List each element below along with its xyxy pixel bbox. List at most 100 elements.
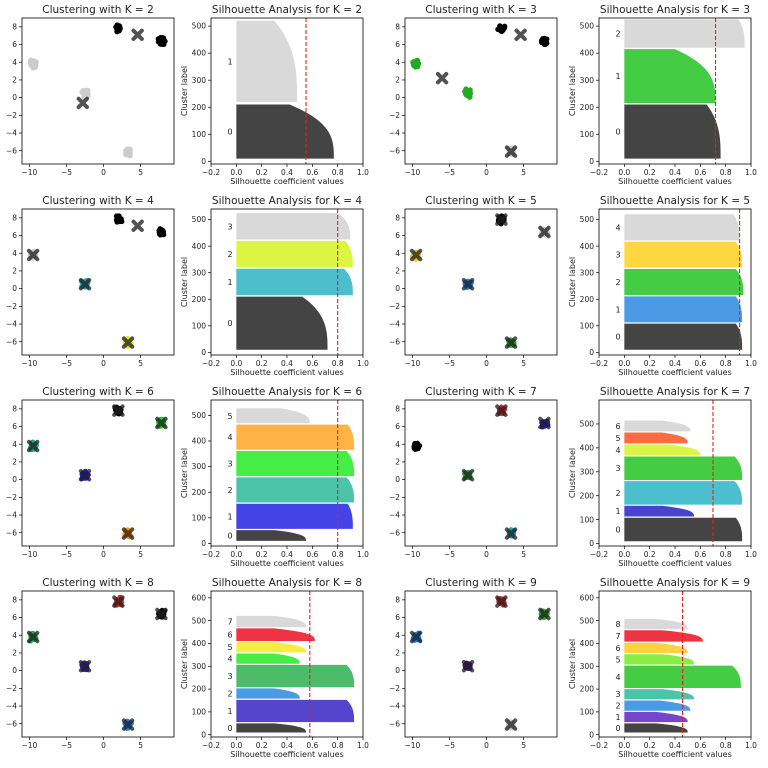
plot-area xyxy=(624,19,745,159)
silhouette-band xyxy=(624,420,691,432)
x-tick-label: −5 xyxy=(61,741,72,750)
y-tick-label: 4 xyxy=(395,440,400,449)
y-tick-label: 100 xyxy=(580,130,595,139)
silhouette-band xyxy=(624,214,740,241)
y-tick-label: 0 xyxy=(589,539,594,548)
silhouette-band xyxy=(236,104,334,159)
chart-title: Clustering with K = 7 xyxy=(425,386,537,398)
cluster-label: 2 xyxy=(227,250,232,259)
x-tick-label: 0.6 xyxy=(694,741,706,750)
x-tick-label: 0.2 xyxy=(256,359,268,368)
y-tick-label: 8 xyxy=(12,22,17,31)
silhouette-band xyxy=(236,424,355,450)
y-tick-label: −4 xyxy=(6,702,17,711)
cluster-label: 1 xyxy=(227,512,232,521)
x-tick-label: 0.4 xyxy=(669,168,681,177)
data-point xyxy=(82,89,88,95)
plot-area xyxy=(236,212,353,350)
data-point xyxy=(413,63,419,70)
chart-panel-13: Clustering with K = 8 −10 −5 0 5 −6 −4 −2 0 2 4 6 8 xyxy=(6,577,175,750)
cluster-center-marker xyxy=(121,718,135,731)
cluster-label: 1 xyxy=(227,57,232,66)
silhouette-band xyxy=(236,664,355,688)
data-point xyxy=(113,24,119,30)
x-tick-label: 0.8 xyxy=(332,741,344,750)
x-tick-label: 0 xyxy=(484,550,489,559)
silhouette-band xyxy=(236,688,300,699)
y-axis-label: Cluster label xyxy=(568,639,577,689)
y-tick-label: 8 xyxy=(12,213,17,222)
y-tick-label: 2 xyxy=(12,76,17,85)
silhouette-band xyxy=(624,432,688,444)
x-tick-label: 0.0 xyxy=(230,359,242,368)
plot-frame xyxy=(404,399,558,547)
x-tick-label: 5 xyxy=(138,168,143,177)
x-tick-label: 0.8 xyxy=(720,359,732,368)
cluster-blob xyxy=(156,226,167,238)
y-axis-label: Cluster label xyxy=(568,257,577,307)
x-tick-label: 0.0 xyxy=(230,550,242,559)
y-tick-label: 0 xyxy=(589,348,594,357)
y-tick-label: −4 xyxy=(389,702,400,711)
y-tick-label: 500 xyxy=(192,411,207,420)
cluster-blob xyxy=(411,440,423,452)
chart-title: Silhouette Analysis for K = 3 xyxy=(600,4,750,16)
cluster-label: 2 xyxy=(227,486,232,495)
y-tick-label: 200 xyxy=(580,295,595,304)
silhouette-band xyxy=(236,477,355,503)
x-tick-label: 5 xyxy=(521,741,526,750)
y-tick-label: 300 xyxy=(192,662,207,671)
y-tick-label: 0 xyxy=(589,730,594,739)
y-tick-label: 0 xyxy=(201,730,206,739)
silhouette-band xyxy=(236,212,351,240)
y-tick-label: −2 xyxy=(389,302,400,311)
cluster-center-marker xyxy=(78,278,92,291)
y-tick-label: 0 xyxy=(12,666,17,675)
silhouette-band xyxy=(624,505,694,517)
data-point xyxy=(539,37,545,43)
chart-panel-12: Silhouette Analysis for K = 7 0 1 2 3 4 5 6 Silh… xyxy=(568,386,757,568)
cluster-label: 2 xyxy=(615,702,620,711)
x-tick-label: −10 xyxy=(405,168,421,177)
cluster-label: 3 xyxy=(227,672,232,681)
silhouette-band xyxy=(624,700,691,711)
x-tick-label: −10 xyxy=(22,741,38,750)
y-tick-label: 6 xyxy=(395,231,400,240)
cluster-center-marker xyxy=(78,469,92,482)
chart-panel-10: Silhouette Analysis for K = 6 0 1 2 3 4 5 Silho… xyxy=(180,386,369,568)
cluster-center-marker xyxy=(26,248,40,262)
cluster-label: 6 xyxy=(227,631,232,640)
silhouette-band xyxy=(624,456,743,480)
cluster-label: 0 xyxy=(227,319,232,328)
y-tick-label: −6 xyxy=(389,146,400,155)
chart-title: Clustering with K = 3 xyxy=(425,4,537,16)
y-tick-label: 4 xyxy=(395,249,400,258)
y-tick-label: 200 xyxy=(580,491,595,500)
y-tick-label: 0 xyxy=(201,348,206,357)
y-axis-label: Cluster label xyxy=(180,448,189,498)
x-tick-label: 0.2 xyxy=(256,741,268,750)
y-tick-label: 8 xyxy=(12,404,17,413)
plot-area xyxy=(411,404,551,540)
plot-area xyxy=(624,618,741,733)
x-tick-label: 1.0 xyxy=(357,168,369,177)
x-axis-label: Silhouette coefficient values xyxy=(230,177,343,186)
y-tick-label: 200 xyxy=(192,685,207,694)
plot-area xyxy=(624,420,743,542)
x-tick-label: 0.6 xyxy=(694,168,706,177)
chart-title: Silhouette Analysis for K = 7 xyxy=(600,386,750,398)
y-tick-label: 0 xyxy=(12,284,17,293)
x-tick-label: 0.2 xyxy=(256,550,268,559)
x-tick-label: 0.6 xyxy=(306,550,318,559)
y-tick-label: 4 xyxy=(12,249,17,258)
chart-panel-4: Silhouette Analysis for K = 3 0 1 2 Silhouet… xyxy=(568,4,757,186)
y-tick-label: 4 xyxy=(12,58,17,67)
x-tick-label: −5 xyxy=(444,168,455,177)
cluster-center-marker xyxy=(504,527,518,540)
silhouette-band xyxy=(236,699,355,723)
silhouette-band xyxy=(236,503,353,529)
y-tick-label: 8 xyxy=(395,404,400,413)
silhouette-band xyxy=(236,240,353,268)
chart-panel-11: Clustering with K = 7 −10 −5 0 5 −6 −4 −2 0 2 4 6 8 xyxy=(389,386,558,559)
